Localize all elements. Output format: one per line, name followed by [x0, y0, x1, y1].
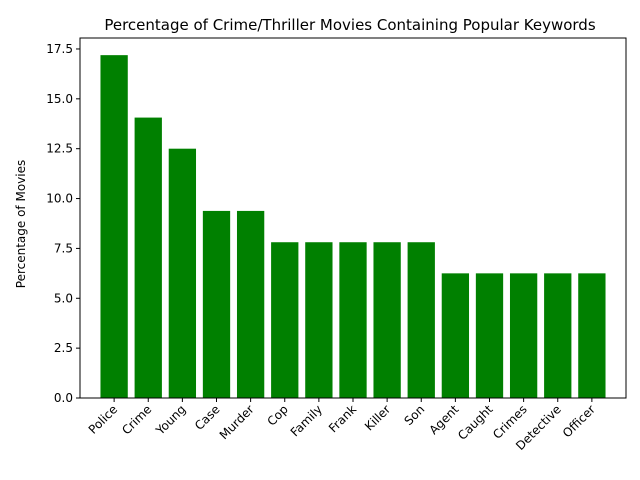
x-tick-label: Case	[192, 402, 223, 433]
x-tick-label: Family	[288, 402, 325, 439]
y-tick-label: 0.0	[54, 391, 73, 405]
x-tick-label: Young	[152, 402, 188, 438]
bar-detective	[544, 273, 572, 398]
x-tick-label: Police	[86, 402, 121, 437]
bar-crime	[134, 117, 162, 398]
x-tick-label: Son	[402, 402, 428, 428]
bar-murder	[236, 210, 265, 398]
y-tick-label: 17.5	[46, 42, 73, 56]
x-tick-label: Crime	[119, 402, 154, 437]
y-tick-label: 12.5	[46, 142, 73, 156]
y-tick-label: 5.0	[54, 291, 73, 305]
bar-case	[202, 210, 231, 398]
bar-young	[168, 148, 197, 398]
bar-officer	[578, 273, 606, 398]
x-tick-label: Frank	[326, 402, 359, 435]
bar-agent	[441, 273, 470, 398]
y-tick-label: 10.0	[46, 192, 73, 206]
x-tick-label: Officer	[560, 402, 598, 440]
bar-police	[100, 55, 128, 399]
bar-caught	[475, 273, 504, 398]
chart-title: Percentage of Crime/Thriller Movies Cont…	[104, 16, 596, 34]
plot-frame	[79, 37, 627, 399]
bar-family	[305, 242, 333, 398]
y-axis: 0.0 2.5 5.0 7.5 10.0 12.5 15.0 17.5	[46, 42, 80, 405]
bar-frank	[339, 242, 367, 398]
bars-layer	[100, 55, 606, 399]
bar-son	[407, 242, 435, 398]
y-tick-label: 7.5	[54, 241, 73, 255]
bar-killer	[373, 242, 401, 398]
y-tick-label: 2.5	[54, 341, 73, 355]
x-tick-label: Murder	[217, 402, 257, 442]
x-tick-label: Cop	[264, 402, 290, 428]
bar-cop	[271, 242, 299, 398]
y-tick-label: 15.0	[46, 92, 73, 106]
bar-crimes	[509, 273, 538, 398]
x-tick-label: Caught	[455, 402, 496, 443]
y-axis-label: Percentage of Movies	[14, 160, 28, 288]
x-tick-label: Killer	[362, 402, 393, 433]
